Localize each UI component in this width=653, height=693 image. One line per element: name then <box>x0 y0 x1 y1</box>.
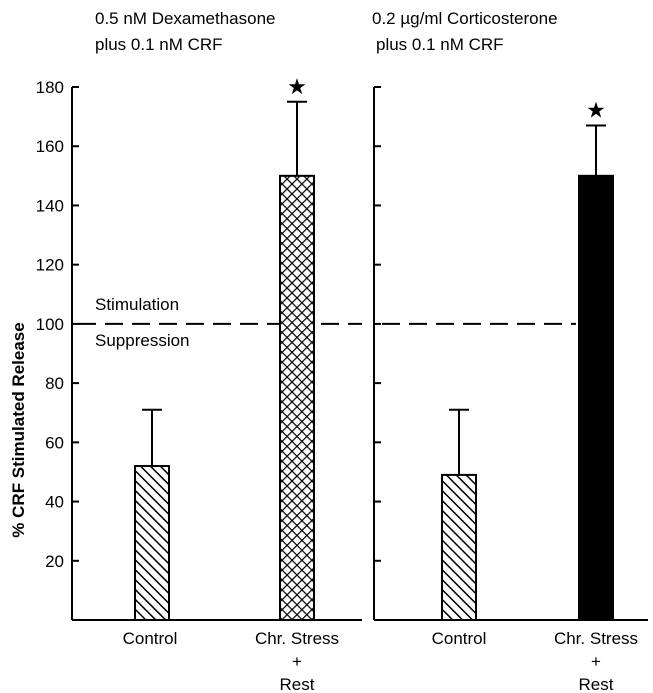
panel-title-line-2: plus 0.1 nM CRF <box>376 35 504 54</box>
bar <box>578 174 614 621</box>
x-category-label: Rest <box>579 675 614 693</box>
y-tick-label: 180 <box>36 78 64 97</box>
y-tick-label: 140 <box>36 196 64 215</box>
y-tick-label: 60 <box>45 433 64 452</box>
bar <box>441 473 477 621</box>
suppression-label: Suppression <box>95 331 190 350</box>
stimulation-label: Stimulation <box>95 295 179 314</box>
panel-title-line-1: 0.5 nM Dexamethasone <box>95 9 276 28</box>
y-tick-label: 40 <box>45 493 64 512</box>
bar <box>279 174 315 621</box>
significance-star: ★ <box>586 97 606 122</box>
panel-title-line-1: 0.2 µg/ml Corticosterone <box>372 9 558 28</box>
x-category-label: Chr. Stress <box>554 629 638 648</box>
y-tick-label: 80 <box>45 374 64 393</box>
bar <box>134 465 170 621</box>
panel-dexamethasone: 0.5 nM Dexamethasone plus 0.1 nM CRF % C… <box>9 9 362 693</box>
x-category-label: Rest <box>280 675 315 693</box>
x-category-label: Control <box>432 629 487 648</box>
significance-star: ★ <box>287 74 307 99</box>
x-category-label: + <box>591 652 601 671</box>
y-axis-label: % CRF Stimulated Release <box>9 322 28 537</box>
panel-corticosterone: 0.2 µg/ml Corticosterone plus 0.1 nM CRF… <box>372 9 648 693</box>
y-tick-label: 20 <box>45 552 64 571</box>
x-category-label: Chr. Stress <box>255 629 339 648</box>
x-category-label: Control <box>123 629 178 648</box>
panel-title-line-2: plus 0.1 nM CRF <box>95 35 223 54</box>
plot-area: ★ Control Chr. Stress + Rest <box>373 86 648 693</box>
y-tick-label: 120 <box>36 256 64 275</box>
plot-area: 20 40 60 80 100 120 140 160 180 ★ Control Chr. Stre… <box>36 74 362 693</box>
y-tick-label: 160 <box>36 137 64 156</box>
y-tick-label: 100 <box>36 315 64 334</box>
x-category-label: + <box>292 652 302 671</box>
